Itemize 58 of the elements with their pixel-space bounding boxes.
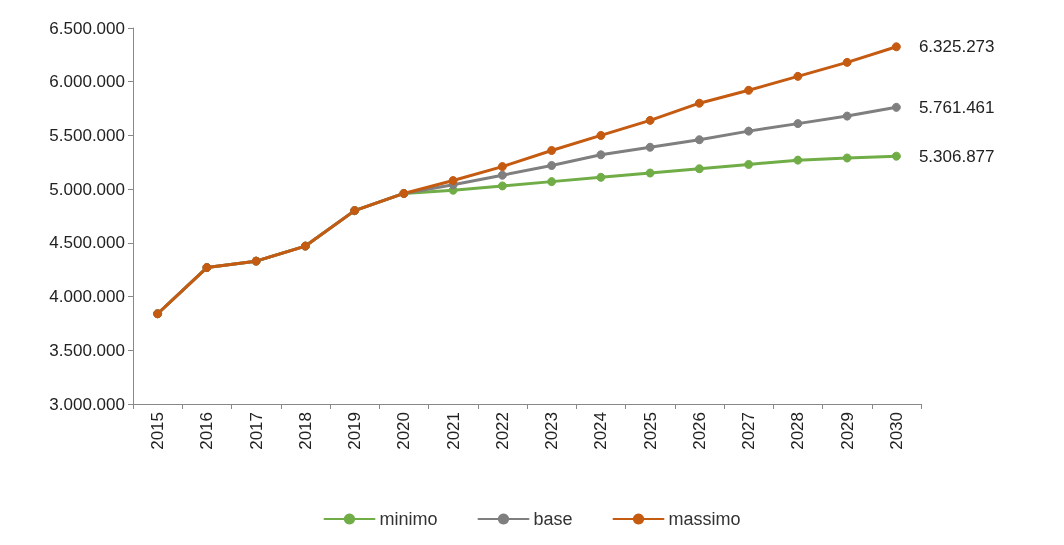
x-tick-label: 2025 <box>640 412 660 450</box>
legend-label: minimo <box>379 509 438 529</box>
x-tick-label: 2026 <box>689 412 709 450</box>
point <box>891 42 901 52</box>
x-tick-label: 2016 <box>197 412 217 450</box>
x-tick-label: 2022 <box>492 412 512 450</box>
point <box>694 164 704 174</box>
point <box>842 57 852 67</box>
data-label: 5.306.877 <box>918 146 995 166</box>
point <box>645 115 655 125</box>
point <box>744 159 754 169</box>
x-tick-label: 2018 <box>295 412 315 450</box>
x-tick-label: 2017 <box>246 412 266 450</box>
y-tick-label: 5.000.000 <box>49 179 125 199</box>
point <box>793 119 803 129</box>
point <box>842 153 852 163</box>
point <box>694 135 704 145</box>
y-tick-label: 4.500.000 <box>49 233 125 253</box>
point <box>497 170 507 180</box>
point <box>448 176 458 186</box>
legend-label: base <box>533 509 573 529</box>
x-tick-label: 2023 <box>542 412 562 450</box>
x-tick-label: 2028 <box>788 412 808 450</box>
x-tick-label: 2019 <box>345 412 365 450</box>
y-tick-label: 3.000.000 <box>49 394 125 414</box>
x-tick-label: 2020 <box>394 412 414 450</box>
point <box>497 162 507 172</box>
point <box>793 155 803 165</box>
y-tick-label: 5.500.000 <box>49 125 125 145</box>
point <box>694 98 704 108</box>
point <box>891 151 901 161</box>
legend-label: massimo <box>668 509 741 529</box>
y-tick-label: 6.500.000 <box>49 18 125 38</box>
y-tick-label: 4.000.000 <box>49 287 125 307</box>
point <box>891 102 901 112</box>
point <box>547 145 557 155</box>
point <box>596 130 606 140</box>
x-tick-label: 2024 <box>591 412 611 450</box>
x-tick-label: 2015 <box>148 412 168 450</box>
y-tick-label: 3.500.000 <box>49 340 125 360</box>
point <box>596 150 606 160</box>
point <box>744 85 754 95</box>
point <box>842 111 852 121</box>
point <box>497 181 507 191</box>
point <box>744 126 754 136</box>
x-tick-label: 2021 <box>443 412 463 450</box>
data-label: 5.761.461 <box>918 97 995 117</box>
x-tick-label: 2030 <box>886 412 906 450</box>
point <box>645 168 655 178</box>
data-label: 6.325.273 <box>918 37 995 57</box>
point <box>596 172 606 182</box>
point <box>645 142 655 152</box>
point <box>547 161 557 171</box>
point <box>547 177 557 187</box>
point <box>793 71 803 81</box>
y-tick-label: 6.000.000 <box>49 72 125 92</box>
x-tick-label: 2029 <box>837 412 857 450</box>
x-tick-label: 2027 <box>739 412 759 450</box>
